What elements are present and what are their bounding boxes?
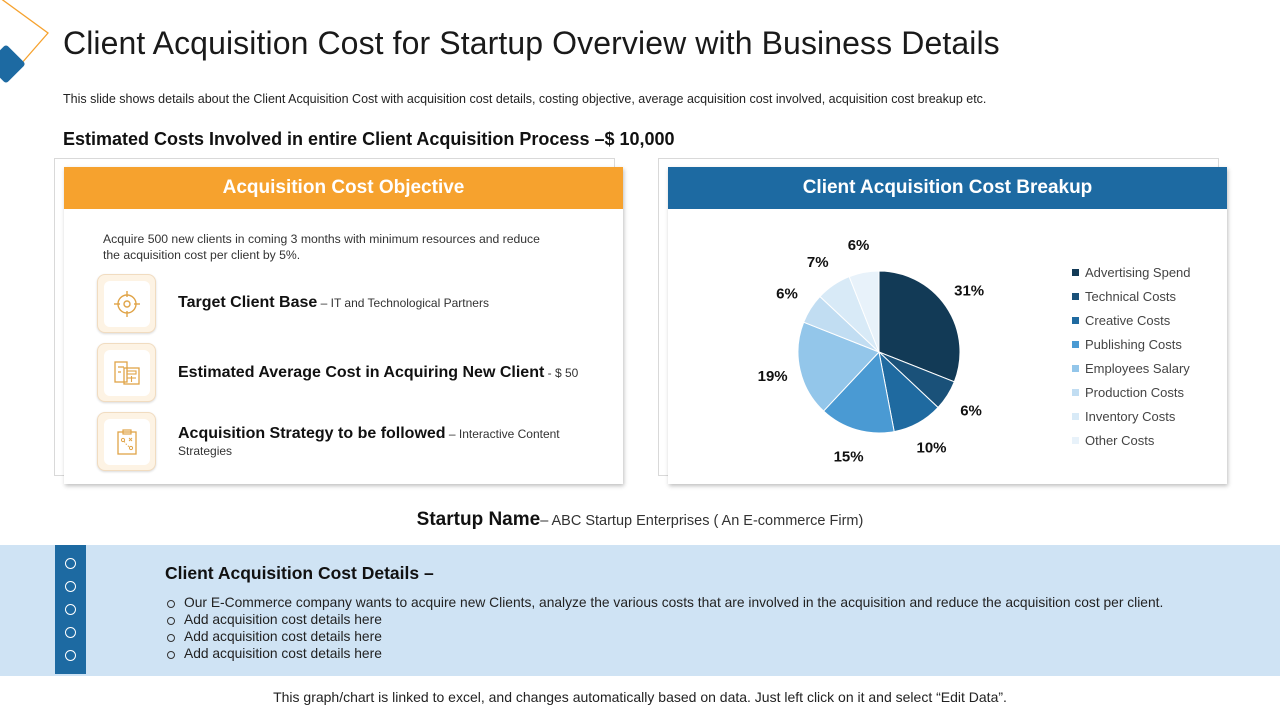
calculator-icon bbox=[113, 360, 140, 385]
legend-swatch bbox=[1072, 412, 1079, 420]
objective-item-text: Estimated Average Cost in Acquiring New … bbox=[178, 364, 579, 381]
legend-item[interactable]: Production Costs bbox=[1072, 380, 1191, 404]
objective-item-cost: Estimated Average Cost in Acquiring New … bbox=[97, 343, 597, 403]
objective-header: Acquisition Cost Objective bbox=[64, 167, 623, 209]
legend-label: Inventory Costs bbox=[1085, 408, 1176, 424]
list-item: Add acquisition cost details here bbox=[167, 628, 1163, 645]
legend-swatch bbox=[1072, 268, 1079, 276]
legend-item[interactable]: Technical Costs bbox=[1072, 284, 1191, 308]
details-side-strip bbox=[55, 545, 86, 674]
legend-swatch bbox=[1072, 364, 1079, 372]
breakup-header: Client Acquisition Cost Breakup bbox=[668, 167, 1227, 209]
objective-panel: Acquisition Cost Objective Acquire 500 n… bbox=[64, 167, 623, 484]
list-item: Our E-Commerce company wants to acquire … bbox=[167, 594, 1163, 611]
pie-data-label: 6% bbox=[848, 237, 870, 254]
legend-item[interactable]: Publishing Costs bbox=[1072, 332, 1191, 356]
chart-legend: Advertising Spend Technical Costs Creative… bbox=[1072, 260, 1191, 452]
estimated-cost-heading: Estimated Costs Involved in entire Clien… bbox=[63, 129, 675, 149]
legend-item[interactable]: Other Costs bbox=[1072, 428, 1191, 452]
icon-tile bbox=[97, 412, 156, 471]
objective-item-text: Acquisition Strategy to be followed – In… bbox=[178, 425, 560, 458]
pie-data-label: 10% bbox=[916, 440, 946, 457]
legend-swatch bbox=[1072, 292, 1079, 300]
details-list: Our E-Commerce company wants to acquire … bbox=[167, 594, 1163, 662]
strip-circle-icon bbox=[65, 650, 76, 661]
legend-label: Technical Costs bbox=[1085, 288, 1177, 304]
list-item: Add acquisition cost details here bbox=[167, 645, 1163, 662]
list-item: Add acquisition cost details here bbox=[167, 611, 1163, 628]
details-band bbox=[0, 545, 1280, 676]
startup-name-line: Startup Name– ABC Startup Enterprises ( … bbox=[416, 509, 864, 530]
legend-item[interactable]: Advertising Spend bbox=[1072, 260, 1191, 284]
legend-label: Employees Salary bbox=[1085, 360, 1190, 376]
strip-circle-icon bbox=[65, 604, 76, 615]
legend-swatch bbox=[1072, 316, 1079, 324]
legend-label: Publishing Costs bbox=[1085, 336, 1182, 352]
corner-decoration bbox=[0, 0, 49, 83]
pie-data-label: 6% bbox=[960, 402, 982, 419]
legend-label: Advertising Spend bbox=[1085, 264, 1191, 280]
legend-label: Creative Costs bbox=[1085, 312, 1171, 328]
pie-slice[interactable] bbox=[878, 270, 961, 383]
legend-swatch bbox=[1072, 340, 1079, 348]
legend-item[interactable]: Creative Costs bbox=[1072, 308, 1191, 332]
strip-circle-icon bbox=[65, 558, 76, 569]
pie-chart[interactable]: 31% 6% 10% 15% 19% 6% 7% 6% bbox=[668, 209, 1068, 484]
pie-data-label: 7% bbox=[807, 254, 829, 271]
strip-circle-icon bbox=[65, 581, 76, 592]
legend-item[interactable]: Employees Salary bbox=[1072, 356, 1191, 380]
page-subtitle: This slide shows details about the Clien… bbox=[63, 92, 987, 106]
target-icon bbox=[113, 290, 140, 317]
legend-label: Production Costs bbox=[1085, 384, 1184, 400]
pie-slice[interactable] bbox=[848, 270, 880, 353]
pie-data-label: 6% bbox=[776, 286, 798, 303]
objective-text: Acquire 500 new clients in coming 3 mont… bbox=[103, 232, 540, 262]
pie-data-label: 31% bbox=[954, 283, 984, 300]
legend-label: Other Costs bbox=[1085, 432, 1155, 448]
pie-slice[interactable] bbox=[822, 350, 895, 434]
legend-swatch bbox=[1072, 436, 1079, 444]
page-title: Client Acquisition Cost for Startup Over… bbox=[63, 25, 1000, 61]
strip-circle-icon bbox=[65, 627, 76, 638]
legend-swatch bbox=[1072, 388, 1079, 396]
objective-item-text: Target Client Base – IT and Technologica… bbox=[178, 294, 489, 311]
pie-data-label: 19% bbox=[758, 368, 788, 385]
icon-tile bbox=[97, 274, 156, 333]
footer-note: This graph/chart is linked to excel, and… bbox=[273, 689, 1007, 705]
strategy-board-icon bbox=[116, 428, 137, 455]
details-title: Client Acquisition Cost Details – bbox=[165, 563, 434, 583]
objective-item-strategy: Acquisition Strategy to be followed – In… bbox=[97, 412, 597, 472]
icon-tile bbox=[97, 343, 156, 402]
legend-item[interactable]: Inventory Costs bbox=[1072, 404, 1191, 428]
objective-item-target: Target Client Base – IT and Technologica… bbox=[97, 274, 597, 334]
breakup-panel: Client Acquisition Cost Breakup 31% 6% 10%… bbox=[668, 167, 1227, 484]
pie-data-label: 15% bbox=[834, 449, 864, 466]
